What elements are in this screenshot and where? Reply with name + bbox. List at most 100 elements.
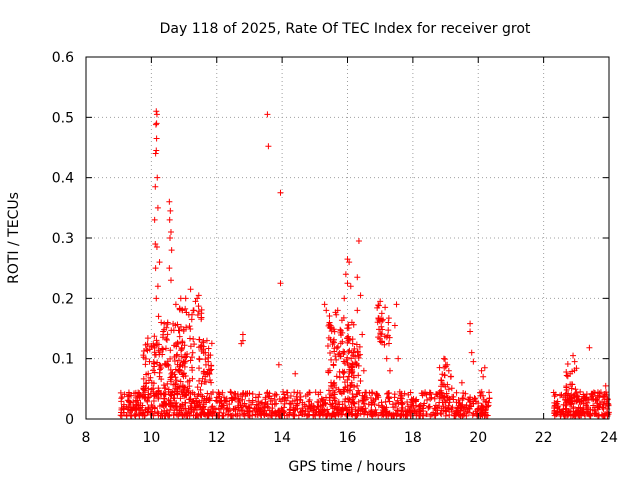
data-point (386, 395, 393, 402)
data-point (252, 411, 259, 418)
data-point (379, 403, 386, 410)
data-point (428, 394, 435, 401)
data-point (403, 411, 410, 418)
data-point (126, 402, 133, 409)
data-point (344, 354, 351, 361)
data-point (587, 412, 594, 419)
data-point (181, 384, 188, 391)
data-point (182, 305, 189, 312)
data-point (217, 398, 224, 405)
data-point (179, 411, 186, 418)
data-point (142, 361, 149, 368)
data-point (330, 339, 337, 346)
data-point (171, 354, 178, 361)
data-point (330, 380, 337, 387)
data-point (470, 358, 477, 365)
data-point (325, 387, 332, 394)
data-point (188, 364, 195, 371)
y-axis-label: ROTI / TECUs (6, 192, 22, 284)
data-point (465, 396, 472, 403)
data-point (573, 365, 580, 372)
data-point (467, 320, 474, 327)
data-point (348, 355, 355, 362)
data-point (344, 280, 351, 287)
data-point (378, 412, 385, 419)
data-point (188, 354, 195, 361)
data-point (393, 400, 400, 407)
data-point (202, 349, 209, 356)
data-point (331, 381, 338, 388)
data-point (379, 326, 386, 333)
data-point (128, 412, 135, 419)
data-point (206, 394, 213, 401)
data-point (173, 403, 180, 410)
data-point (458, 379, 465, 386)
data-point (295, 412, 302, 419)
data-point (152, 121, 159, 128)
data-point (589, 395, 596, 402)
data-point (478, 367, 485, 374)
data-point (152, 265, 159, 272)
data-point (281, 400, 288, 407)
data-point (152, 241, 159, 248)
data-point (344, 335, 351, 342)
data-point (446, 412, 453, 419)
data-point (390, 412, 397, 419)
data-point (364, 411, 371, 418)
data-point (143, 379, 150, 386)
data-point (208, 340, 215, 347)
data-point (326, 319, 333, 326)
data-point (397, 395, 404, 402)
data-point (342, 396, 349, 403)
data-point (601, 412, 608, 419)
data-point (266, 393, 273, 400)
data-point (183, 324, 190, 331)
data-point (277, 189, 284, 196)
data-point (245, 408, 252, 415)
data-point (319, 410, 326, 417)
data-point (293, 402, 300, 409)
data-point (242, 390, 249, 397)
data-point (445, 402, 452, 409)
data-point (157, 412, 164, 419)
data-point (318, 395, 325, 402)
data-point (182, 400, 189, 407)
data-point (184, 378, 191, 385)
data-point (347, 283, 354, 290)
data-point (453, 389, 460, 396)
data-point (228, 394, 235, 401)
data-point (551, 393, 558, 400)
data-point (594, 404, 601, 411)
data-point (232, 396, 239, 403)
data-point (330, 361, 337, 368)
data-point (153, 295, 160, 302)
x-tick-label: 18 (404, 430, 422, 446)
data-point (562, 405, 569, 412)
data-point (187, 286, 194, 293)
data-point (158, 365, 165, 372)
data-point (179, 338, 186, 345)
data-point (288, 400, 295, 407)
data-point (167, 207, 174, 214)
data-point (171, 381, 178, 388)
data-point (194, 295, 201, 302)
data-point (577, 409, 584, 416)
data-point (483, 398, 490, 405)
data-point (342, 271, 349, 278)
data-point (440, 355, 447, 362)
data-point (322, 399, 329, 406)
data-point (318, 409, 325, 416)
data-point (273, 391, 280, 398)
data-point (563, 369, 570, 376)
data-point (567, 370, 574, 377)
x-tick-label: 10 (142, 430, 160, 446)
data-point (360, 401, 367, 408)
data-point (162, 361, 169, 368)
data-point (437, 410, 444, 417)
data-point (290, 410, 297, 417)
data-point (346, 404, 353, 411)
data-point (368, 407, 375, 414)
data-point (436, 393, 443, 400)
data-point (404, 399, 411, 406)
